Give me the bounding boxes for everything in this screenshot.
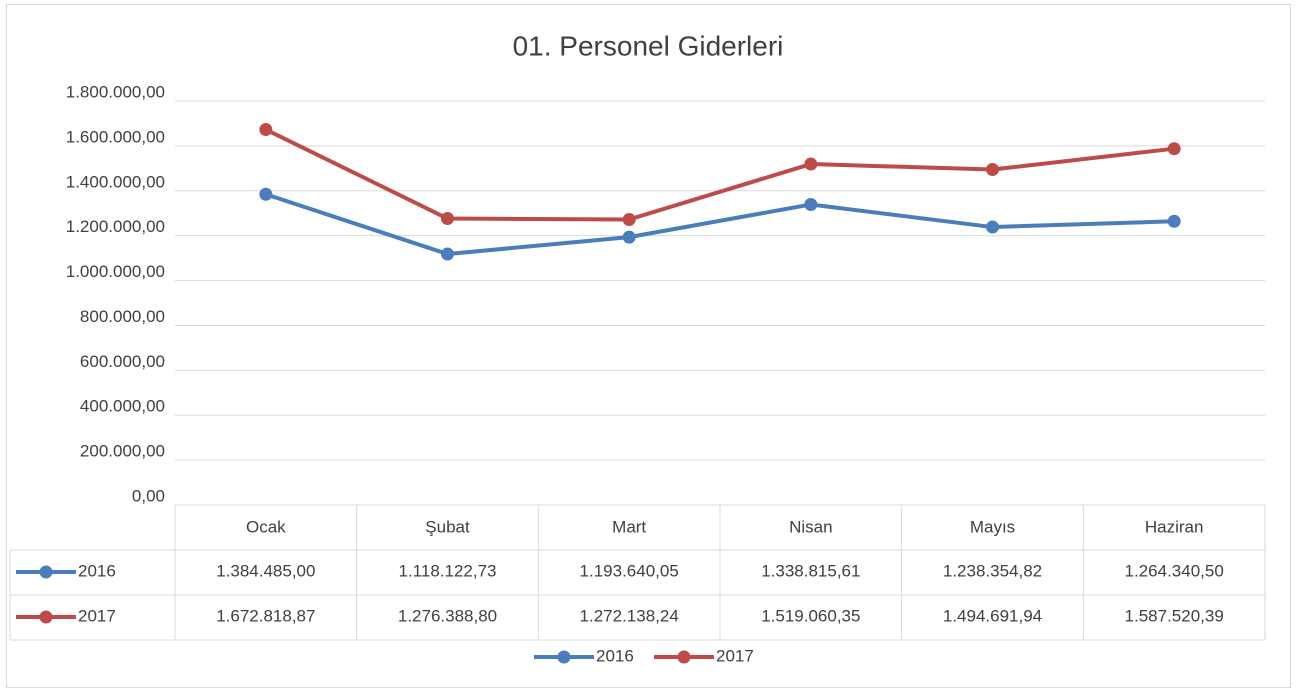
y-tick-label: 1.800.000,00: [66, 82, 165, 101]
y-tick-label: 1.200.000,00: [66, 217, 165, 236]
y-tick-label: 1.600.000,00: [66, 127, 165, 146]
point: [804, 198, 818, 212]
table-value: 1.587.520,39: [1125, 606, 1224, 625]
point: [259, 123, 273, 137]
table-value: 1.193.640,05: [580, 561, 679, 580]
table-value: 1.384.485,00: [216, 561, 315, 580]
table-key-label: 2017: [78, 606, 116, 625]
y-tick-label: 1.000.000,00: [66, 262, 165, 281]
x-tick-label: Mayıs: [970, 517, 1015, 536]
legend-marker: [677, 650, 691, 664]
y-tick-label: 200.000,00: [80, 442, 165, 461]
point: [986, 220, 999, 234]
y-tick-label: 400.000,00: [80, 397, 165, 416]
table-value: 1.672.818,87: [216, 606, 315, 625]
point: [441, 247, 454, 261]
legend-label: 2016: [596, 646, 634, 665]
table-key-marker: [39, 565, 53, 579]
series-line: [265, 192, 1175, 257]
y-tick-label: 600.000,00: [80, 352, 165, 371]
y-tick-label: 1.400.000,00: [66, 172, 165, 191]
x-tick-label: Haziran: [1145, 517, 1204, 536]
table-value: 1.118.122,73: [399, 561, 497, 580]
point: [1167, 214, 1181, 228]
table-value: 1.519.060,35: [761, 606, 860, 625]
point: [622, 230, 636, 244]
chart-title: 01. Personel Giderleri: [513, 30, 784, 61]
table-key-marker: [39, 610, 53, 624]
table-value: 1.238.354,82: [943, 561, 1042, 580]
x-tick-label: Nisan: [789, 517, 832, 536]
table-value: 1.276.388,80: [398, 606, 497, 625]
table-value: 1.494.691,94: [943, 606, 1042, 625]
table-value: 1.272.138,24: [580, 606, 679, 625]
point: [622, 212, 636, 226]
point: [804, 157, 818, 171]
y-tick-label: 0,00: [132, 486, 165, 505]
x-tick-label: Mart: [612, 517, 646, 536]
series-line: [264, 127, 1175, 222]
point: [441, 212, 454, 226]
x-tick-label: Ocak: [246, 517, 286, 536]
table-key-label: 2016: [78, 561, 116, 580]
table-value: 1.264.340,50: [1125, 561, 1224, 580]
legend-label: 2017: [716, 646, 754, 665]
point: [1167, 142, 1181, 156]
chart-border: [6, 4, 1291, 688]
point: [986, 163, 999, 177]
point: [259, 187, 273, 201]
x-tick-label: Şubat: [425, 517, 470, 536]
y-tick-label: 800.000,00: [80, 307, 165, 326]
legend-marker: [557, 650, 571, 664]
table-value: 1.338.815,61: [761, 561, 860, 580]
